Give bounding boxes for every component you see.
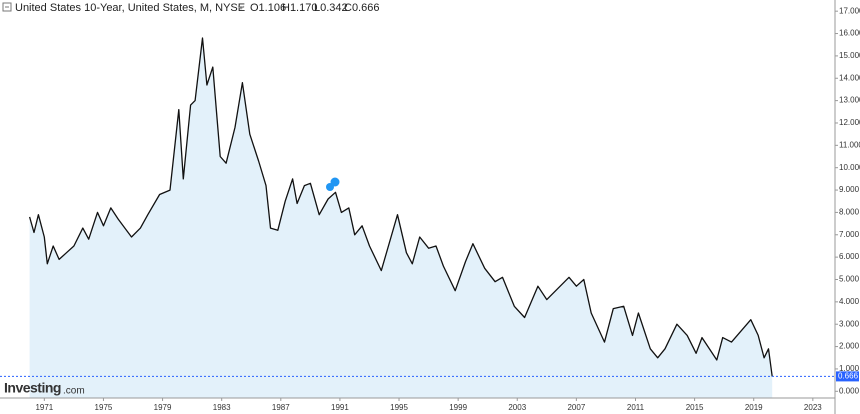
x-tick-label: 1991 <box>331 403 349 412</box>
event-marker[interactable] <box>326 177 340 192</box>
x-tick-label: 2019 <box>745 403 763 412</box>
ohlc-high: H1.170 <box>282 2 317 14</box>
x-tick-label: 2011 <box>627 403 645 412</box>
y-tick-label: 10.000 <box>839 163 860 172</box>
area-fill <box>29 38 773 398</box>
x-tick-label: 1979 <box>154 403 172 412</box>
event-marker-dot[interactable] <box>326 183 334 191</box>
y-tick-label: 13.000 <box>839 96 860 105</box>
x-tick-label: 1999 <box>449 403 467 412</box>
x-tick-label: 2015 <box>686 403 704 412</box>
y-tick-label: 5.000 <box>839 275 860 284</box>
x-tick-label: 1975 <box>95 403 113 412</box>
price-line <box>28 37 773 377</box>
collapse-icon[interactable] <box>2 2 12 12</box>
y-tick-label: 0.000 <box>839 386 860 395</box>
x-tick-label: 1987 <box>272 403 290 412</box>
y-tick-label: 9.000 <box>839 185 860 194</box>
y-tick-label: 8.000 <box>839 208 860 217</box>
ohlc-open: O1.106 <box>250 2 286 14</box>
y-tick-label: 15.000 <box>839 51 860 60</box>
ohlc-close: C0.666 <box>344 2 379 14</box>
ohlc-low: L0.342 <box>314 2 348 14</box>
plot-area <box>28 37 773 398</box>
chart-title: United States 10-Year, United States, M,… <box>15 2 245 14</box>
x-tick-label: 1995 <box>390 403 408 412</box>
logo-suffix: .com <box>63 386 85 397</box>
last-value-box <box>836 371 859 382</box>
y-tick-label: 2.000 <box>839 342 860 351</box>
y-tick-label: 4.000 <box>839 297 860 306</box>
last-value-label: 0.666 <box>838 372 859 381</box>
y-tick-label: 6.000 <box>839 252 860 261</box>
dropdown-arrow[interactable] <box>237 5 245 10</box>
x-tick-label: 2007 <box>567 403 585 412</box>
y-tick-label: 7.000 <box>839 230 860 239</box>
y-tick-label: 16.000 <box>839 29 860 38</box>
y-tick-label: 1.000 <box>839 364 860 373</box>
x-tick-label: 2023 <box>804 403 822 412</box>
x-tick-label: 1983 <box>213 403 231 412</box>
x-tick-label: 2003 <box>508 403 526 412</box>
x-tick-label: 1971 <box>35 403 53 412</box>
logo: Investing <box>4 380 61 396</box>
y-tick-label: 14.000 <box>839 73 860 82</box>
y-tick-label: 17.000 <box>839 6 860 15</box>
y-tick-label: 3.000 <box>839 319 860 328</box>
y-tick-label: 11.000 <box>839 140 860 149</box>
y-tick-label: 12.000 <box>839 118 860 127</box>
